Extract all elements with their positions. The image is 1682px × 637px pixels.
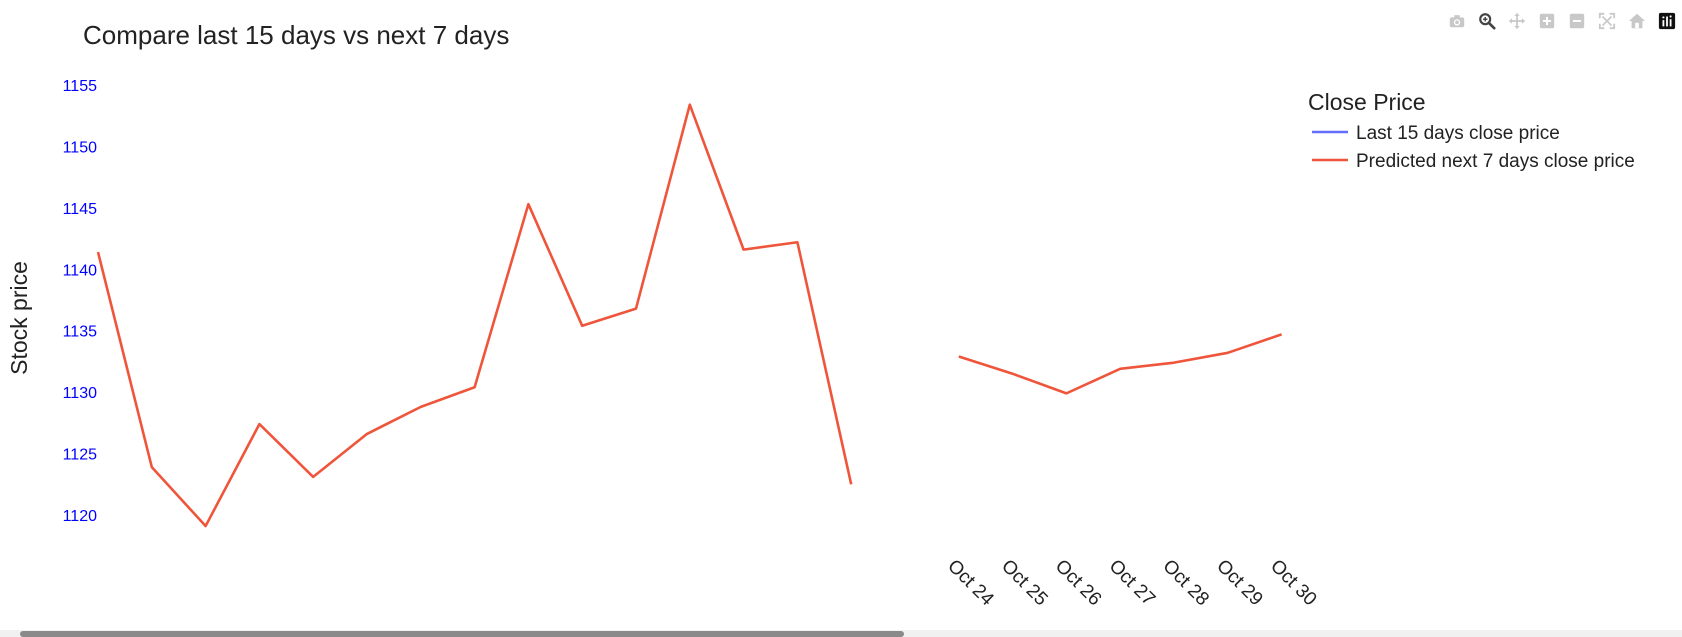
y-tick-label: 1120 bbox=[63, 508, 98, 525]
data-point[interactable] bbox=[1170, 359, 1178, 367]
data-point[interactable] bbox=[524, 200, 532, 208]
y-tick-label: 1155 bbox=[63, 78, 98, 95]
reset-axes-button[interactable] bbox=[1626, 10, 1648, 32]
x-axis-ticks: Oct 24 Oct 25 Oct 26 Oct 27 Oct 28 Oct 29 Oct … bbox=[943, 556, 1320, 611]
home-icon bbox=[1628, 13, 1646, 29]
pan-button[interactable] bbox=[1506, 10, 1528, 32]
zoom-out-icon bbox=[1569, 13, 1585, 29]
data-point[interactable] bbox=[255, 420, 263, 428]
plot-area[interactable] bbox=[94, 101, 1286, 530]
plotly-logo-button[interactable] bbox=[1656, 10, 1678, 32]
x-tick-label: Oct 27 bbox=[1105, 556, 1159, 610]
data-point[interactable] bbox=[1278, 330, 1286, 338]
autoscale-icon bbox=[1598, 12, 1616, 30]
series-line[interactable] bbox=[96, 103, 853, 528]
data-point[interactable] bbox=[632, 305, 640, 313]
plotly-logo-icon bbox=[1658, 12, 1676, 30]
data-point[interactable] bbox=[1062, 389, 1070, 397]
y-tick-label: 1150 bbox=[63, 139, 98, 156]
zoom-out-button[interactable] bbox=[1566, 10, 1588, 32]
data-point[interactable] bbox=[471, 383, 479, 391]
y-tick-label: 1130 bbox=[63, 385, 98, 402]
data-point[interactable] bbox=[309, 473, 317, 481]
data-point[interactable] bbox=[793, 238, 801, 246]
x-tick-label: Oct 24 bbox=[943, 556, 998, 611]
series-line[interactable] bbox=[958, 333, 1283, 395]
data-point[interactable] bbox=[202, 522, 210, 530]
x-tick-label: Oct 29 bbox=[1212, 556, 1266, 610]
y-tick-label: 1135 bbox=[63, 324, 98, 341]
data-point[interactable] bbox=[1224, 349, 1232, 357]
horizontal-scrollbar[interactable] bbox=[0, 630, 1682, 637]
y-tick-label: 1145 bbox=[63, 201, 98, 218]
zoom-icon bbox=[1479, 13, 1496, 30]
legend-label: Last 15 days close price bbox=[1356, 123, 1560, 144]
data-point[interactable] bbox=[363, 430, 371, 438]
modebar bbox=[1446, 10, 1678, 32]
zoom-in-icon bbox=[1539, 13, 1555, 29]
data-point[interactable] bbox=[148, 463, 156, 471]
legend-label: Predicted next 7 days close price bbox=[1356, 151, 1635, 172]
camera-icon bbox=[1449, 15, 1465, 28]
data-point[interactable] bbox=[94, 248, 102, 256]
x-tick-label: Oct 28 bbox=[1158, 556, 1212, 610]
data-point[interactable] bbox=[578, 322, 586, 330]
autoscale-button[interactable] bbox=[1596, 10, 1618, 32]
y-tick-label: 1125 bbox=[63, 447, 98, 464]
data-point[interactable] bbox=[686, 101, 694, 109]
zoom-in-button[interactable] bbox=[1536, 10, 1558, 32]
download-png-button[interactable] bbox=[1446, 10, 1468, 32]
legend-item[interactable]: Last 15 days close price bbox=[1312, 123, 1560, 144]
data-point[interactable] bbox=[740, 246, 748, 254]
y-axis-ticks: 1120 1125 1130 1135 1140 1145 1150 1155 bbox=[63, 78, 98, 525]
y-tick-label: 1140 bbox=[63, 262, 98, 279]
scrollbar-thumb[interactable] bbox=[20, 631, 904, 637]
chart-title: Compare last 15 days vs next 7 days bbox=[83, 20, 509, 50]
zoom-button[interactable] bbox=[1476, 10, 1498, 32]
legend-title: Close Price bbox=[1308, 89, 1426, 115]
x-tick-label: Oct 25 bbox=[997, 556, 1051, 610]
data-point[interactable] bbox=[847, 480, 855, 488]
y-axis-label: Stock price bbox=[6, 261, 32, 375]
data-point[interactable] bbox=[1009, 370, 1017, 378]
data-point[interactable] bbox=[417, 403, 425, 411]
x-tick-label: Oct 30 bbox=[1266, 556, 1320, 610]
x-tick-label: Oct 26 bbox=[1051, 556, 1105, 610]
pan-icon bbox=[1508, 12, 1526, 30]
legend[interactable]: Close Price Last 15 days close price Pre… bbox=[1308, 89, 1635, 172]
legend-item[interactable]: Predicted next 7 days close price bbox=[1312, 151, 1635, 172]
data-point[interactable] bbox=[1116, 365, 1124, 373]
data-point[interactable] bbox=[955, 353, 963, 361]
